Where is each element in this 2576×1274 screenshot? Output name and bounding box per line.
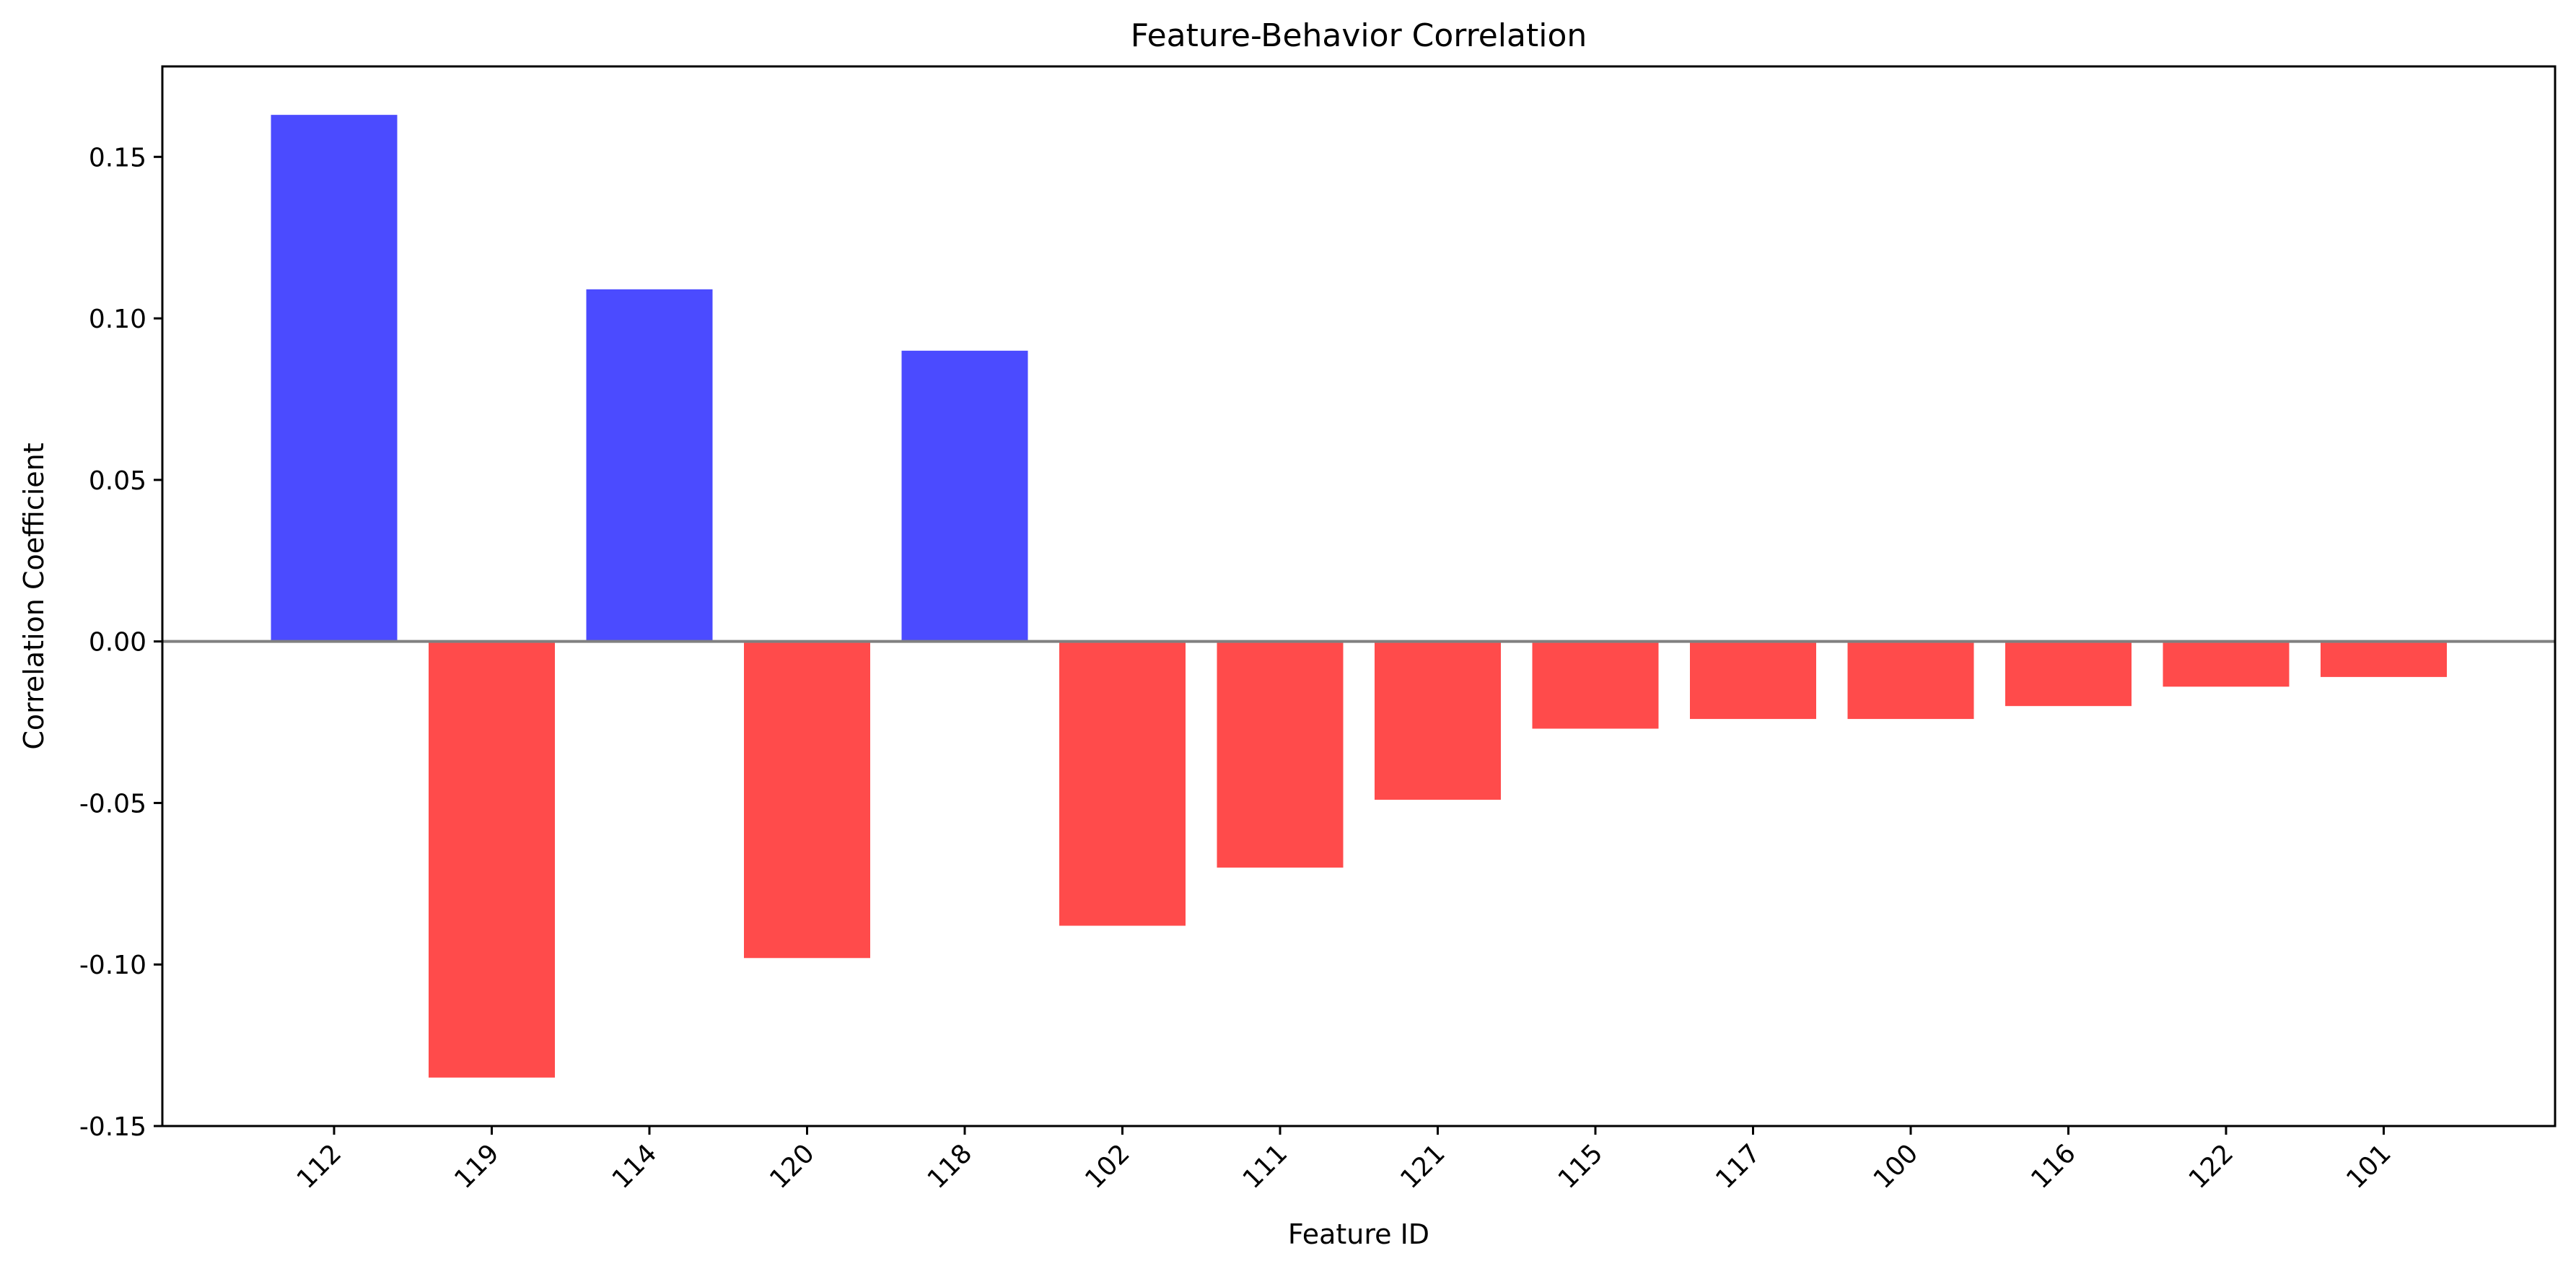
x-axis-label: Feature ID (1288, 1218, 1429, 1250)
bar-feature-120 (744, 641, 870, 959)
y-tick-label: 0.00 (89, 628, 146, 658)
y-tick-label: 0.15 (89, 143, 146, 173)
bar-feature-122 (2163, 641, 2290, 687)
bar-series (271, 115, 2447, 1078)
plot-frame (161, 65, 2557, 1127)
bar-feature-118 (901, 350, 1028, 642)
chart-title: Feature-Behavior Correlation (1131, 17, 1587, 54)
bar-feature-117 (1690, 641, 1816, 720)
y-tick-label: -0.10 (79, 951, 146, 980)
y-tick-label: 0.05 (89, 466, 146, 496)
bar-feature-119 (429, 641, 555, 1078)
y-axis-label: Correlation Coefficient (18, 442, 50, 749)
bar-feature-102 (1059, 641, 1186, 926)
y-tick-label: -0.15 (79, 1112, 146, 1142)
y-axis-ticks: 0.15 0.10 0.05 0.00 -0.05 -0.10 -0.15 (79, 143, 162, 1142)
bar-feature-101 (2321, 641, 2447, 677)
bar-feature-121 (1375, 641, 1501, 800)
y-tick-label: 0.10 (89, 305, 146, 334)
bar-feature-116 (2005, 641, 2132, 707)
y-tick-label: -0.05 (79, 789, 146, 819)
bar-feature-112 (271, 115, 398, 642)
bar-feature-100 (1847, 641, 1974, 720)
bar-feature-114 (586, 289, 713, 642)
bar-feature-115 (1532, 641, 1659, 729)
bar-feature-111 (1217, 641, 1344, 868)
